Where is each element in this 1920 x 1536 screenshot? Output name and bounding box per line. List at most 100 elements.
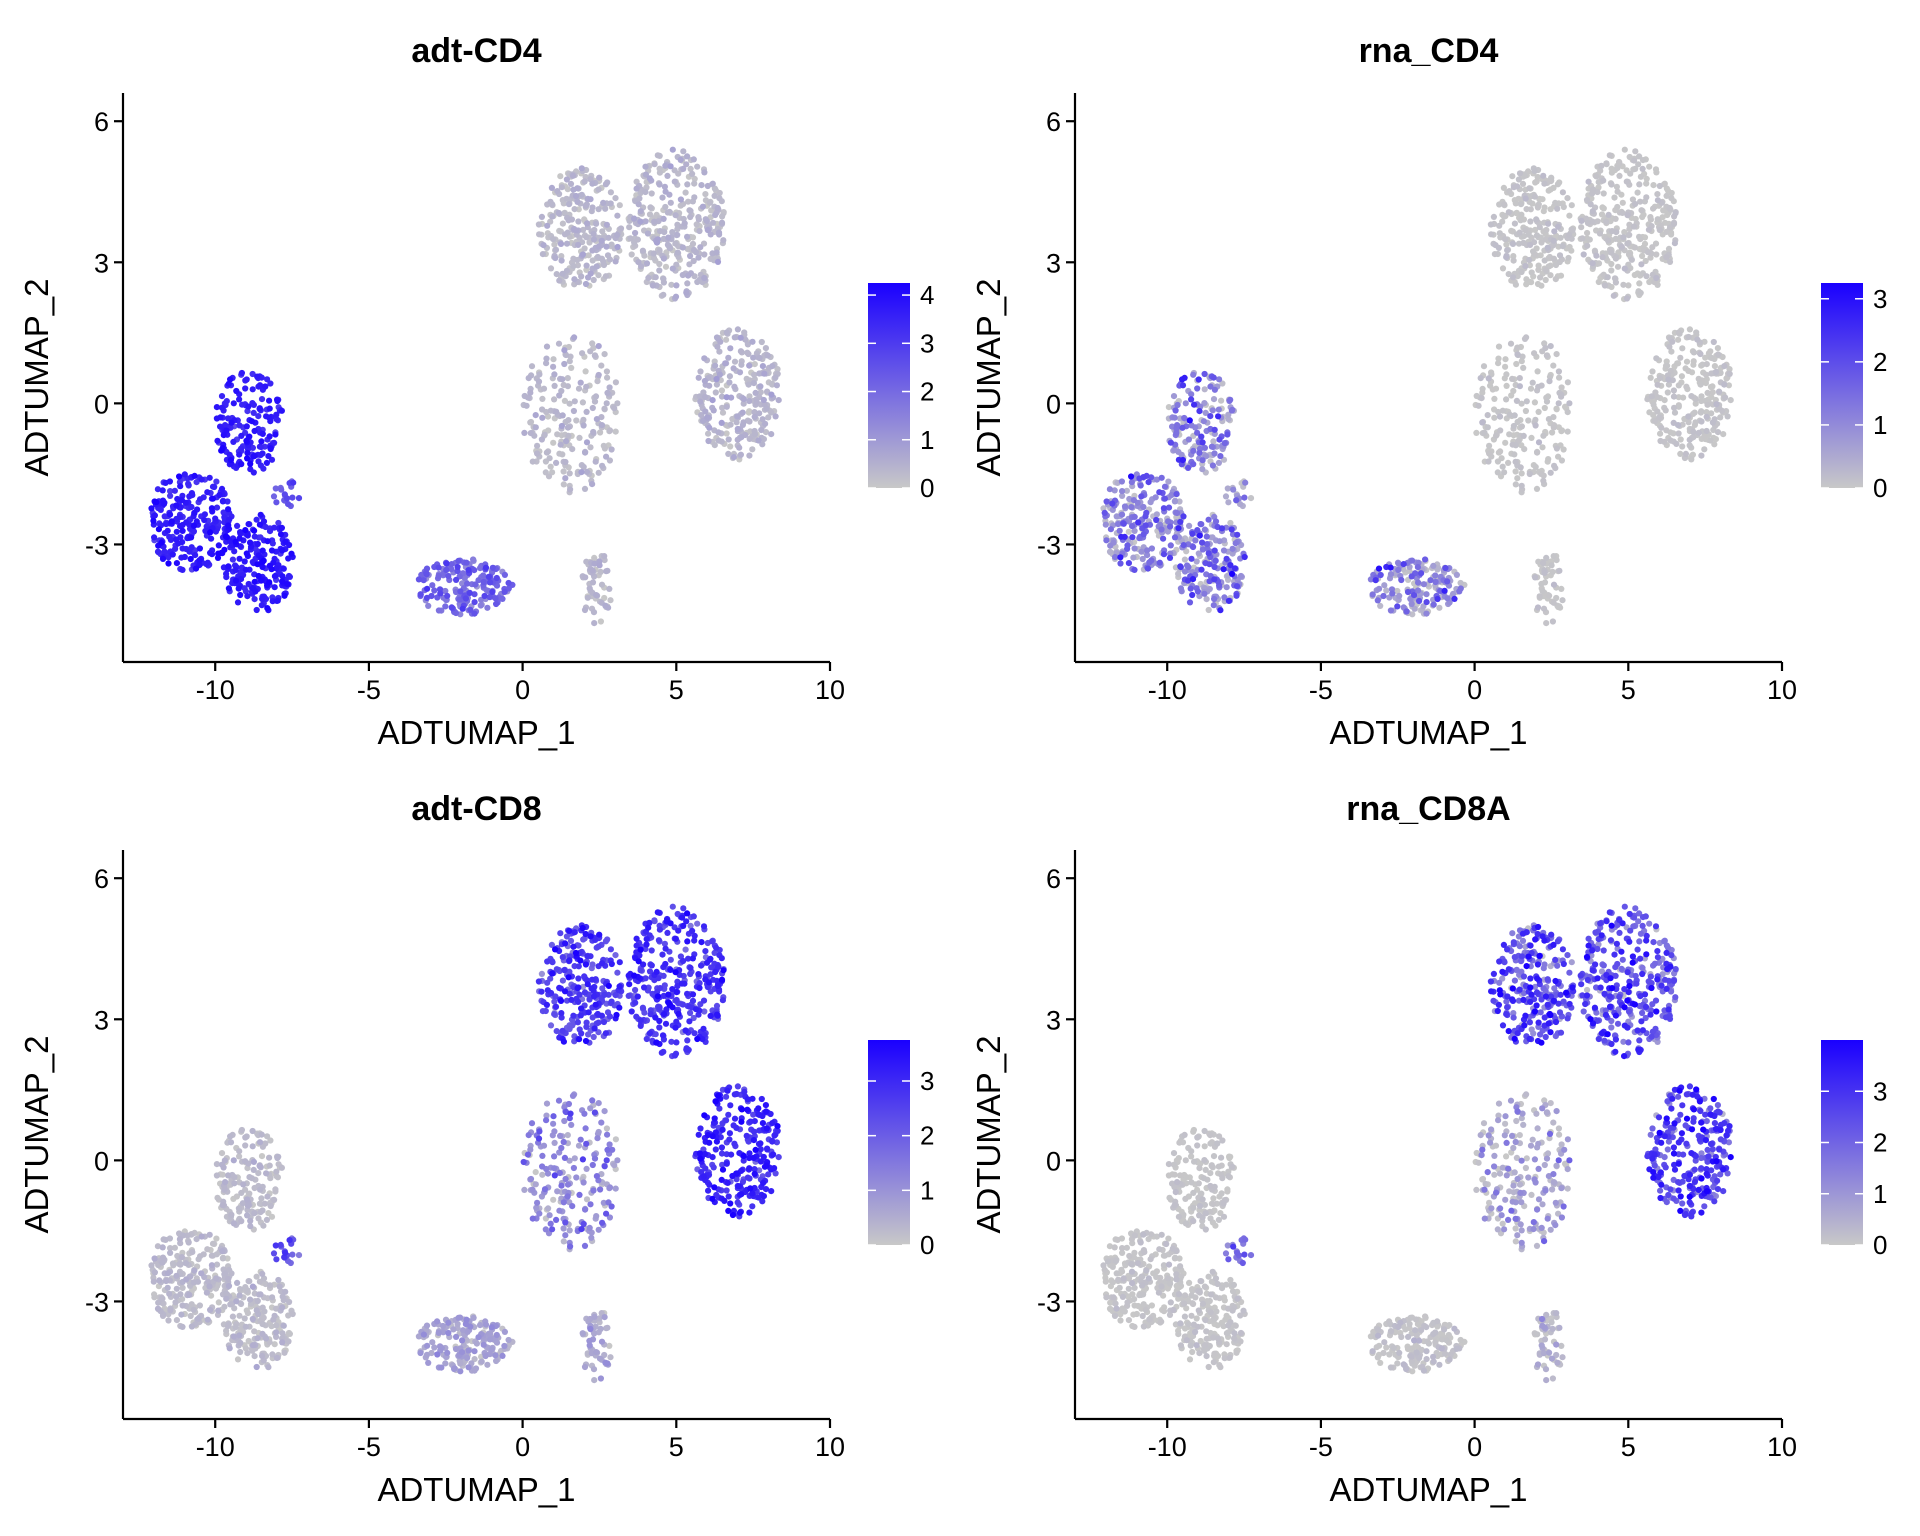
cell-point — [282, 1288, 289, 1295]
cell-point — [601, 553, 608, 560]
cell-point — [237, 576, 245, 583]
cell-point — [546, 1212, 553, 1219]
cell-point — [1708, 394, 1715, 401]
cell-point — [1532, 416, 1539, 423]
cell-point — [606, 384, 613, 391]
cell-point — [539, 414, 546, 421]
cell-point — [470, 556, 477, 563]
cell-point — [521, 429, 528, 436]
cell-point — [683, 161, 690, 168]
cell-point — [203, 1289, 210, 1296]
cell-point — [267, 1202, 274, 1210]
cell-point — [1711, 441, 1718, 448]
cell-point — [1411, 605, 1418, 612]
cell-point — [611, 405, 618, 412]
cell-point — [1188, 391, 1195, 398]
cell-point — [1695, 429, 1702, 436]
cell-point — [580, 422, 587, 429]
cell-point — [1453, 571, 1460, 579]
cell-point — [1224, 431, 1231, 438]
cell-point — [1557, 272, 1565, 279]
cell-point — [1188, 396, 1195, 403]
cell-point — [230, 1333, 237, 1340]
cell-point — [493, 1357, 500, 1365]
cell-point — [633, 185, 640, 192]
cell-point — [505, 1336, 512, 1344]
cell-point — [154, 1305, 162, 1312]
cell-point — [178, 497, 185, 504]
cell-point — [472, 581, 479, 588]
cell-point — [1118, 533, 1125, 540]
cell-point — [1579, 235, 1586, 242]
cell-point — [1520, 364, 1527, 371]
cell-point — [559, 412, 566, 419]
cell-point — [219, 1202, 226, 1209]
cell-point — [570, 407, 578, 415]
cell-point — [582, 1206, 589, 1213]
cell-point — [1615, 249, 1622, 256]
cell-point — [1624, 240, 1631, 247]
cell-point — [216, 491, 223, 499]
cell-point — [590, 1366, 598, 1373]
cell-point — [1201, 386, 1208, 393]
cell-point — [532, 1181, 539, 1188]
cell-point — [583, 234, 590, 241]
cell-point — [1715, 351, 1722, 358]
cell-point — [242, 1158, 249, 1165]
cell-point — [593, 592, 600, 599]
cell-point — [1510, 422, 1517, 430]
cell-point — [1619, 199, 1626, 206]
cell-point — [539, 395, 546, 402]
cell-point — [1409, 557, 1416, 564]
cell-point — [223, 1295, 230, 1302]
cell-point — [579, 251, 587, 258]
cell-point — [1221, 440, 1228, 447]
cell-point — [1177, 563, 1184, 570]
cell-point — [1666, 258, 1674, 265]
x-tick-label: -10 — [1148, 675, 1187, 705]
cell-point — [1656, 226, 1663, 234]
cell-point — [1512, 481, 1519, 488]
cell-point — [230, 1157, 237, 1164]
cell-point — [272, 431, 279, 438]
cell-point — [1518, 423, 1525, 430]
cell-point — [1693, 329, 1700, 336]
cell-point — [484, 604, 491, 611]
cell-point — [1558, 391, 1565, 398]
cell-point — [679, 271, 686, 279]
cell-point — [1369, 591, 1376, 598]
cell-point — [195, 1315, 202, 1322]
cell-point — [566, 470, 573, 477]
cell-point — [487, 579, 494, 586]
cell-point — [649, 282, 657, 289]
cell-point — [1502, 236, 1509, 243]
cell-point — [532, 412, 539, 419]
cell-point — [206, 1231, 213, 1238]
cell-point — [1626, 153, 1633, 161]
cell-point — [1643, 194, 1650, 201]
cell-point — [650, 250, 657, 257]
cell-point — [1695, 375, 1702, 382]
cell-point — [162, 1236, 169, 1243]
cell-point — [173, 1317, 180, 1324]
cell-point — [1613, 229, 1620, 236]
cell-point — [232, 567, 239, 574]
cell-point — [253, 1363, 260, 1371]
cell-point — [534, 442, 541, 449]
cell-point — [431, 1344, 438, 1351]
cell-point — [259, 1320, 266, 1328]
cell-point — [731, 358, 739, 365]
cell-point — [213, 1172, 220, 1179]
cell-point — [1175, 525, 1182, 532]
cell-point — [258, 438, 265, 445]
cell-point — [731, 334, 738, 341]
cell-point — [579, 399, 587, 406]
cell-point — [489, 588, 496, 596]
cell-point — [196, 557, 203, 564]
cell-point — [1653, 355, 1660, 362]
cell-point — [256, 443, 263, 450]
cell-point — [237, 1286, 244, 1293]
cell-point — [691, 194, 698, 201]
cell-point — [1709, 419, 1716, 426]
cell-point — [1161, 483, 1169, 490]
